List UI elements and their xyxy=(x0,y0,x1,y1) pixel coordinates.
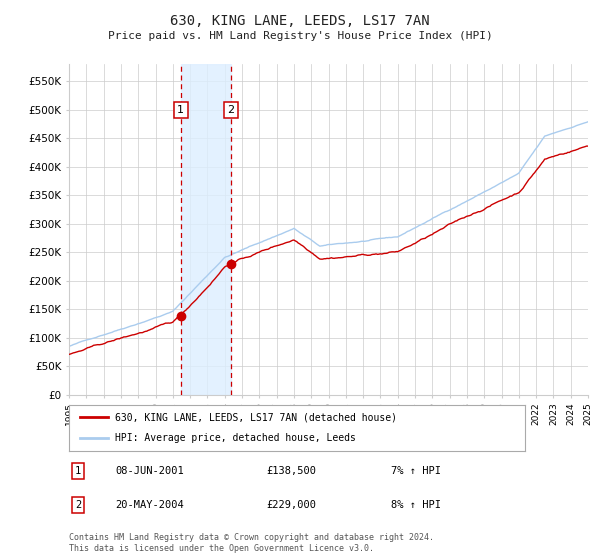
Text: 630, KING LANE, LEEDS, LS17 7AN: 630, KING LANE, LEEDS, LS17 7AN xyxy=(170,14,430,28)
Text: 8% ↑ HPI: 8% ↑ HPI xyxy=(391,500,441,510)
Text: 1: 1 xyxy=(177,105,184,115)
Text: £138,500: £138,500 xyxy=(266,466,316,476)
Text: 2: 2 xyxy=(75,500,82,510)
Text: 630, KING LANE, LEEDS, LS17 7AN (detached house): 630, KING LANE, LEEDS, LS17 7AN (detache… xyxy=(115,412,397,422)
Text: 7% ↑ HPI: 7% ↑ HPI xyxy=(391,466,441,476)
Text: Price paid vs. HM Land Registry's House Price Index (HPI): Price paid vs. HM Land Registry's House … xyxy=(107,31,493,41)
Bar xyxy=(181,64,231,395)
Text: 1: 1 xyxy=(75,466,82,476)
Text: 2: 2 xyxy=(227,105,235,115)
Text: HPI: Average price, detached house, Leeds: HPI: Average price, detached house, Leed… xyxy=(115,433,355,444)
Text: Contains HM Land Registry data © Crown copyright and database right 2024.
This d: Contains HM Land Registry data © Crown c… xyxy=(69,533,434,553)
Text: £229,000: £229,000 xyxy=(266,500,316,510)
Text: 20-MAY-2004: 20-MAY-2004 xyxy=(116,500,184,510)
Text: 08-JUN-2001: 08-JUN-2001 xyxy=(116,466,184,476)
